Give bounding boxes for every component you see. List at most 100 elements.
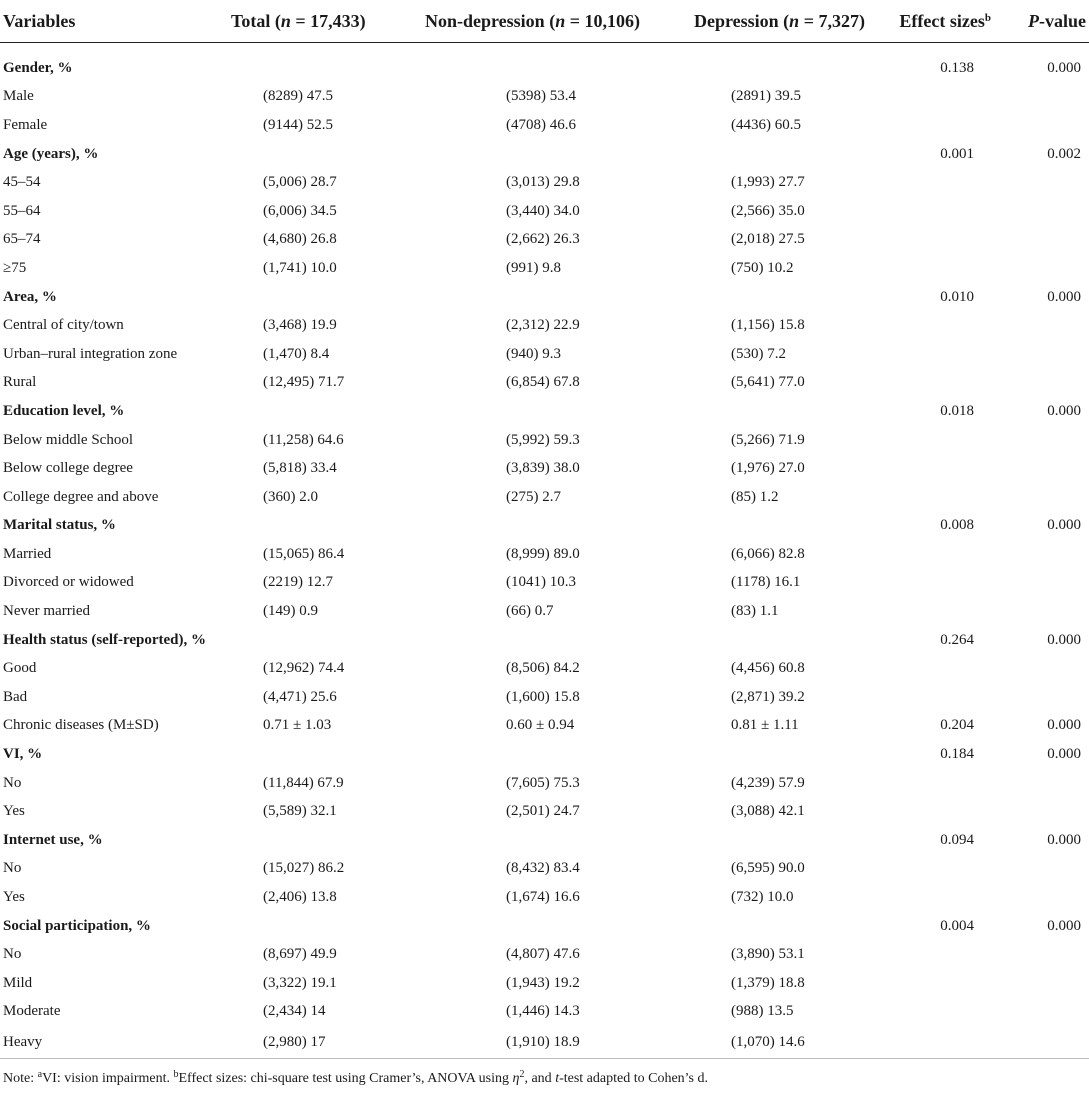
header-variables: Variables bbox=[0, 0, 203, 43]
p-value-cell bbox=[999, 969, 1089, 998]
depression-cell: (2,871) 39.2 bbox=[731, 688, 805, 705]
total-cell: (5,006) 28.7 bbox=[263, 174, 337, 191]
table-row: College degree and above (360) 2.0 (275) 2… bbox=[0, 483, 1089, 512]
header-total-suffix: = 17,433) bbox=[290, 10, 366, 31]
total-cell bbox=[203, 397, 403, 426]
effect-size-cell: 0.204 bbox=[940, 717, 974, 734]
header-dep-n: n bbox=[789, 10, 800, 31]
header-dep-suffix: = 7,327) bbox=[799, 10, 865, 31]
depression-cell bbox=[673, 397, 886, 426]
depression-cell: (83) 1.1 bbox=[731, 603, 779, 620]
table-row: Mild (3,322) 19.1 (1,943) 19.2 (1,379) 18.8 bbox=[0, 969, 1089, 998]
p-value-cell: 0.002 bbox=[1047, 145, 1081, 162]
effect-size-cell: 0.094 bbox=[940, 831, 974, 848]
effect-size-cell bbox=[886, 797, 999, 826]
non-depression-cell: (3,440) 34.0 bbox=[506, 202, 580, 219]
section-row: Gender, % 0.138 0.000 bbox=[0, 54, 1089, 83]
table-row: Good (12,962) 74.4 (8,506) 84.2 (4,456) 60.… bbox=[0, 654, 1089, 683]
effect-size-cell bbox=[886, 998, 999, 1027]
effect-size-cell bbox=[886, 168, 999, 197]
depression-cell bbox=[673, 740, 886, 769]
table-row: Moderate (2,434) 14 (1,446) 14.3 (988) 13.5 bbox=[0, 998, 1089, 1027]
header-total-n: n bbox=[280, 10, 291, 31]
total-cell: 0.71 ± 1.03 bbox=[263, 717, 332, 734]
total-cell bbox=[203, 512, 403, 541]
section-row: Internet use, % 0.094 0.000 bbox=[0, 826, 1089, 855]
total-cell: (360) 2.0 bbox=[263, 488, 318, 505]
total-cell: (4,680) 26.8 bbox=[263, 231, 337, 248]
header-p-rest: -value bbox=[1039, 10, 1086, 31]
section-row: Education level, % 0.018 0.000 bbox=[0, 397, 1089, 426]
p-value-cell bbox=[999, 111, 1089, 140]
effect-size-cell bbox=[886, 654, 999, 683]
non-depression-cell bbox=[403, 512, 673, 541]
total-cell: (8289) 47.5 bbox=[263, 88, 333, 105]
effect-size-cell bbox=[886, 311, 999, 340]
total-cell bbox=[203, 912, 403, 941]
variable-cell: No bbox=[3, 946, 22, 963]
variable-cell: Gender, % bbox=[3, 59, 73, 76]
section-row: Health status (self-reported), % 0.264 0.0… bbox=[0, 626, 1089, 655]
depression-cell bbox=[673, 283, 886, 312]
table-row: Central of city/town (3,468) 19.9 (2,312) … bbox=[0, 311, 1089, 340]
non-depression-cell bbox=[403, 140, 673, 169]
p-value-cell bbox=[999, 226, 1089, 255]
p-value-cell: 0.000 bbox=[1047, 59, 1081, 76]
effect-size-cell: 0.001 bbox=[940, 145, 974, 162]
non-depression-cell bbox=[403, 54, 673, 83]
p-value-cell bbox=[999, 569, 1089, 598]
variable-cell: Age (years), % bbox=[3, 145, 99, 162]
total-cell: (8,697) 49.9 bbox=[263, 946, 337, 963]
total-cell: (11,844) 67.9 bbox=[263, 774, 344, 791]
header-nondep-n: n bbox=[555, 10, 566, 31]
note-footnote-b: b bbox=[173, 1069, 179, 1081]
table-row: Female (9144) 52.5 (4708) 46.6 (4436) 60.5 bbox=[0, 111, 1089, 140]
table-row: Rural (12,495) 71.7 (6,854) 67.8 (5,641) 77… bbox=[0, 369, 1089, 398]
effect-size-cell bbox=[886, 597, 999, 626]
variable-cell: College degree and above bbox=[3, 488, 159, 505]
p-value-cell bbox=[999, 883, 1089, 912]
depression-cell: (1,156) 15.8 bbox=[731, 317, 805, 334]
note-vi-definition: VI: vision impairment. bbox=[42, 1071, 174, 1087]
total-cell bbox=[203, 826, 403, 855]
section-row: Marital status, % 0.008 0.000 bbox=[0, 512, 1089, 541]
non-depression-cell: (1041) 10.3 bbox=[506, 574, 576, 591]
variable-cell: Yes bbox=[3, 889, 25, 906]
p-value-cell bbox=[999, 83, 1089, 112]
table-row: Divorced or widowed (2219) 12.7 (1041) 10.… bbox=[0, 569, 1089, 598]
variable-cell: VI, % bbox=[3, 746, 43, 763]
total-cell: (11,258) 64.6 bbox=[263, 431, 344, 448]
depression-cell: (530) 7.2 bbox=[731, 345, 786, 362]
total-cell: (149) 0.9 bbox=[263, 603, 318, 620]
effect-size-cell bbox=[886, 1026, 999, 1060]
non-depression-cell: (8,432) 83.4 bbox=[506, 860, 580, 877]
variable-cell: Chronic diseases (M±SD) bbox=[3, 717, 159, 734]
variable-cell: Mild bbox=[3, 974, 33, 991]
non-depression-cell: (1,600) 15.8 bbox=[506, 688, 580, 705]
non-depression-cell: (4,807) 47.6 bbox=[506, 946, 580, 963]
header-dep-prefix: Depression ( bbox=[694, 10, 790, 31]
non-depression-cell: (940) 9.3 bbox=[506, 345, 561, 362]
total-cell: (5,818) 33.4 bbox=[263, 460, 337, 477]
header-p-italic: P bbox=[1028, 10, 1039, 31]
table-row: Chronic diseases (M±SD) 0.71 ± 1.03 0.60 ±… bbox=[0, 712, 1089, 741]
table-row: Male (8289) 47.5 (5398) 53.4 (2891) 39.5 bbox=[0, 83, 1089, 112]
table-body: Gender, % 0.138 0.000 Male (8289) 47.5 (5398)… bbox=[0, 43, 1089, 1060]
total-cell: (2219) 12.7 bbox=[263, 574, 333, 591]
p-value-cell bbox=[999, 369, 1089, 398]
non-depression-cell: (1,943) 19.2 bbox=[506, 974, 580, 991]
table-row: Below middle School (11,258) 64.6 (5,992) … bbox=[0, 426, 1089, 455]
total-cell bbox=[203, 626, 403, 655]
variable-cell: Bad bbox=[3, 688, 28, 705]
header-depression: Depression (n = 7,327) bbox=[673, 0, 886, 43]
depression-cell bbox=[673, 826, 886, 855]
variable-cell: Female bbox=[3, 116, 48, 133]
non-depression-cell bbox=[403, 912, 673, 941]
section-row: VI, % 0.184 0.000 bbox=[0, 740, 1089, 769]
total-cell bbox=[203, 283, 403, 312]
variable-cell: Area, % bbox=[3, 288, 57, 305]
depression-cell: (1,379) 18.8 bbox=[731, 974, 805, 991]
p-value-cell bbox=[999, 597, 1089, 626]
total-cell bbox=[203, 140, 403, 169]
